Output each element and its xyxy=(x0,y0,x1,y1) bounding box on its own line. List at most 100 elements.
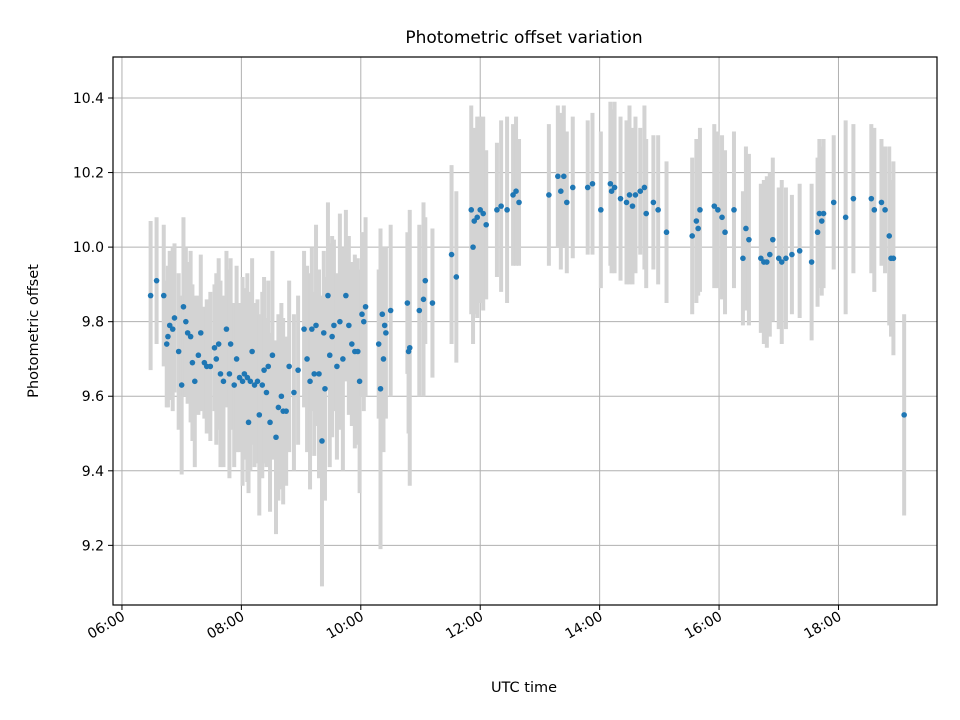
data-point xyxy=(269,352,276,359)
data-point xyxy=(404,300,411,306)
data-point xyxy=(286,363,292,370)
data-point xyxy=(313,322,319,329)
data-point xyxy=(311,371,318,377)
data-point xyxy=(901,412,907,418)
data-point xyxy=(808,259,815,265)
y-axis-label: Photometric offset xyxy=(26,264,42,398)
data-point xyxy=(329,333,335,340)
x-tick-label: 16:00 xyxy=(682,609,725,643)
data-point xyxy=(283,408,289,414)
data-point xyxy=(878,199,885,206)
data-point xyxy=(468,207,475,213)
data-points xyxy=(147,173,907,444)
data-point xyxy=(740,255,746,262)
data-point xyxy=(775,255,782,262)
data-point xyxy=(546,192,552,198)
data-point xyxy=(697,207,703,213)
data-point xyxy=(343,292,349,299)
y-tick-label: 9.8 xyxy=(82,315,104,331)
data-point xyxy=(381,322,388,329)
data-point xyxy=(359,311,365,318)
data-point xyxy=(197,330,204,336)
data-point xyxy=(767,251,773,258)
data-point xyxy=(607,180,614,187)
data-point xyxy=(322,385,328,392)
data-point xyxy=(239,378,246,385)
data-point xyxy=(820,210,827,217)
data-point xyxy=(304,356,310,362)
data-point xyxy=(319,438,325,444)
data-point xyxy=(244,374,251,381)
y-tick-label: 10.4 xyxy=(73,91,104,107)
data-point xyxy=(231,382,238,388)
y-tick-label: 10.0 xyxy=(73,240,104,256)
data-point xyxy=(349,341,355,347)
data-point xyxy=(153,277,160,284)
data-point xyxy=(477,207,484,213)
data-point xyxy=(629,203,636,209)
data-point xyxy=(504,207,510,213)
data-point xyxy=(241,371,248,377)
y-axis-ticks: 9.2 9.4 9.6 9.8 10.0 10.2 10.4 xyxy=(73,91,113,554)
data-point xyxy=(783,255,789,262)
data-point xyxy=(643,210,650,217)
data-point xyxy=(589,180,596,187)
data-point xyxy=(356,378,363,385)
data-point xyxy=(814,229,821,236)
data-point xyxy=(362,303,369,310)
data-point xyxy=(569,184,576,191)
data-point xyxy=(189,359,196,366)
y-tick-label: 10.2 xyxy=(73,166,104,182)
data-point xyxy=(641,184,648,191)
data-point xyxy=(211,344,218,351)
data-point xyxy=(326,352,333,359)
data-point xyxy=(267,419,273,426)
data-point xyxy=(383,330,389,336)
data-point xyxy=(637,188,644,195)
data-point xyxy=(617,195,624,202)
data-point xyxy=(375,341,382,347)
data-point xyxy=(320,330,327,336)
data-point xyxy=(850,195,857,202)
data-point xyxy=(695,225,701,232)
data-point xyxy=(483,221,489,228)
data-point xyxy=(307,378,313,385)
data-point xyxy=(263,389,270,396)
data-point xyxy=(882,207,888,213)
data-point xyxy=(165,333,171,340)
data-point xyxy=(236,374,243,381)
data-point xyxy=(842,214,849,221)
data-point xyxy=(213,356,220,362)
data-point xyxy=(380,356,387,362)
data-point xyxy=(471,218,478,224)
data-point xyxy=(558,188,564,195)
data-point xyxy=(331,322,337,329)
data-point xyxy=(377,385,384,392)
data-point xyxy=(769,236,776,243)
x-tick-label: 18:00 xyxy=(802,609,845,643)
data-point xyxy=(584,184,591,191)
data-point xyxy=(778,259,785,265)
data-point xyxy=(226,371,233,377)
x-axis-ticks: 06:00 08:00 10:00 12:00 14:00 16:00 18:00 xyxy=(85,605,844,643)
error-bars xyxy=(148,101,907,587)
data-point xyxy=(830,199,837,206)
data-point xyxy=(650,199,657,206)
x-tick-label: 08:00 xyxy=(204,609,247,643)
data-point xyxy=(555,173,561,180)
data-point xyxy=(223,326,230,332)
data-point xyxy=(608,188,615,195)
data-point xyxy=(715,207,721,213)
data-point xyxy=(178,382,185,388)
data-point xyxy=(789,251,795,258)
data-point xyxy=(220,378,227,385)
data-point xyxy=(406,344,413,351)
data-point xyxy=(247,378,254,385)
data-point xyxy=(273,434,279,441)
data-point xyxy=(598,207,604,213)
data-point xyxy=(731,207,737,213)
data-point xyxy=(207,363,214,370)
x-tick-label: 06:00 xyxy=(85,609,128,643)
data-point xyxy=(215,341,222,347)
